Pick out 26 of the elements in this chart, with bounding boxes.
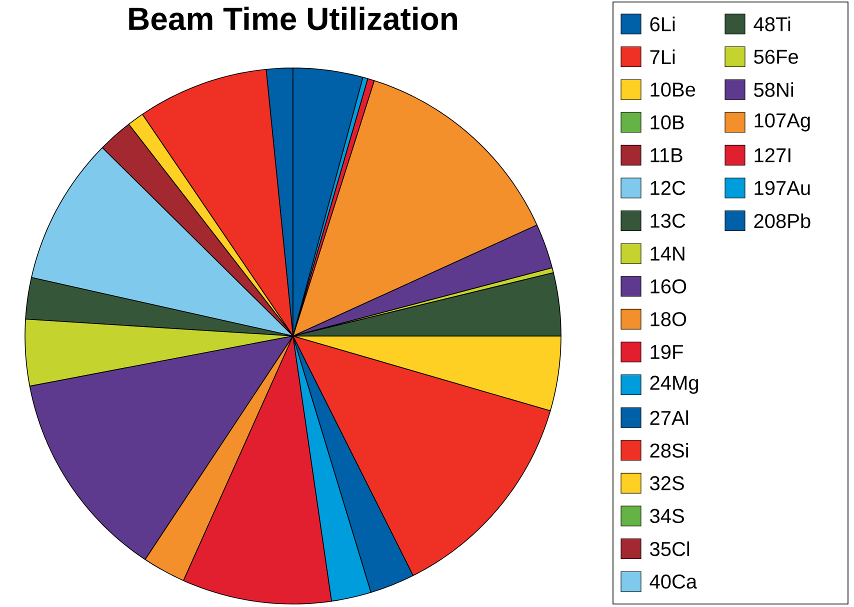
legend-label: 13C [650, 214, 686, 228]
legend-label: 18O [650, 312, 686, 326]
legend-label: 197Au [754, 180, 810, 196]
legend-label: 56Fe [754, 50, 798, 64]
legend-label: 32S [650, 476, 684, 490]
legend-label: 34S [650, 508, 684, 524]
legend-label: 208Pb [754, 213, 810, 228]
legend-label: 14N [650, 246, 684, 260]
legend-label: 107Ag [754, 113, 810, 132]
legend-label: 11B [650, 148, 682, 162]
legend-label: 19F [650, 344, 683, 360]
legend-label: 40Ca [650, 574, 698, 589]
legend-label: 10Be [650, 82, 696, 97]
legend-label: 12C [650, 180, 686, 196]
legend-label: 7Li [650, 50, 675, 64]
legend-label: 10B [650, 115, 684, 130]
legend-label: 24Mg [650, 376, 698, 394]
legend-label: 6Li [650, 16, 675, 32]
legend-label: 16O [650, 279, 686, 294]
legend-label: 58Ni [754, 82, 794, 97]
legend-label: 28Si [650, 443, 688, 458]
legend-label: 27Al [650, 410, 688, 425]
chart-title: Beam Time Utilization [129, 6, 457, 30]
legend-label: 35Cl [650, 541, 690, 556]
legend-label: 48Ti [754, 16, 790, 32]
legend-label: 127I [754, 148, 790, 162]
